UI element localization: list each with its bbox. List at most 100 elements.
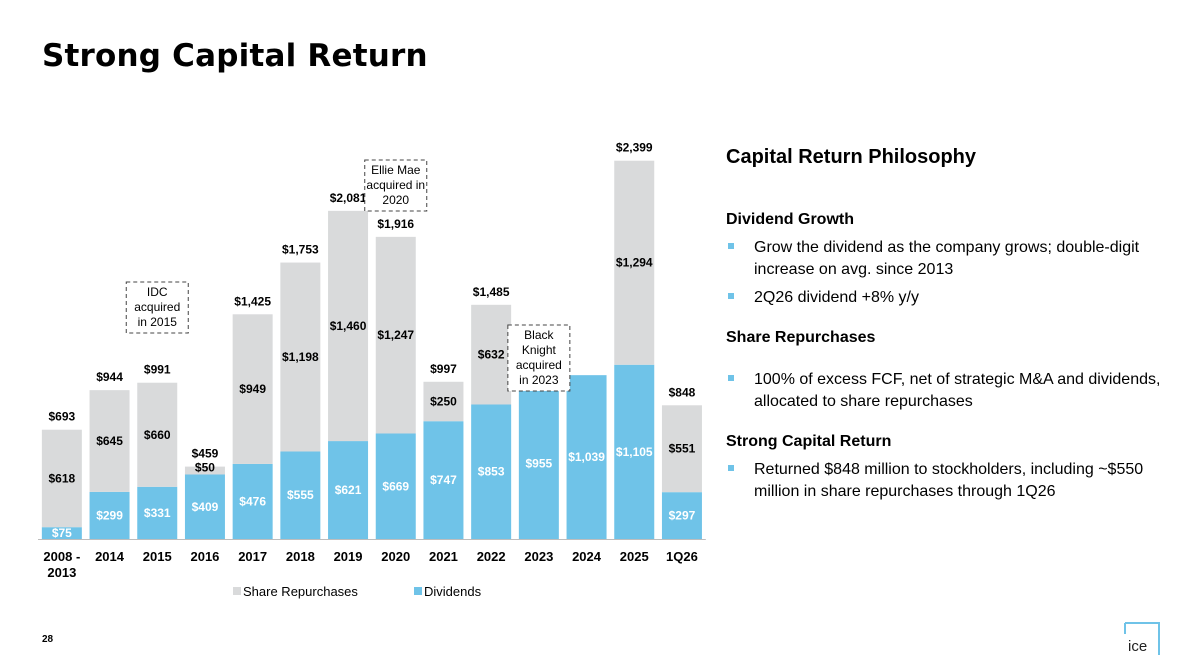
x-tick-label: 2015 (143, 549, 172, 564)
bar-repurchases (423, 381, 464, 422)
bar-repurchases (280, 262, 321, 452)
section-strong-capital-return: Strong Capital Return Returned $848 mill… (726, 433, 1166, 503)
bar-repurchases (471, 304, 512, 405)
section-title: Strong Capital Return (726, 433, 892, 450)
data-label-repurchases: $50 (195, 461, 215, 475)
capital-return-chart: $75 $618 $693 2008 -2013 $299 $645 $944 2014 $33… (38, 141, 706, 599)
bar-repurchases (137, 382, 178, 487)
data-label-dividends: $75 (52, 526, 72, 540)
data-label-dividends: $297 (669, 509, 696, 523)
data-label-repurchases: $250 (430, 394, 457, 408)
data-label-total: $693 (48, 410, 75, 424)
data-label-total: $2,081 (330, 191, 367, 205)
annotation-text: acquired (516, 358, 562, 372)
data-label-repurchases: $1,460 (330, 319, 367, 333)
data-label-total: $848 (669, 385, 696, 399)
data-label-dividends: $331 (144, 506, 171, 520)
section-title: Dividend Growth (726, 211, 854, 228)
bar-repurchases (328, 210, 369, 442)
bar-dividends (184, 474, 225, 539)
x-tick-label: 2013 (47, 565, 76, 580)
data-label-repurchases: $618 (48, 471, 75, 485)
data-label-repurchases: $1,247 (377, 328, 414, 342)
x-tick-label: 2019 (334, 549, 363, 564)
ice-logo-icon: ice (1124, 622, 1160, 655)
bullet-item: Returned $848 million to stockholders, i… (726, 459, 1166, 503)
square-bullet-icon (728, 375, 734, 381)
data-label-total: $2,399 (616, 141, 653, 155)
data-label-total: $1,425 (234, 294, 271, 308)
data-label-dividends: $299 (96, 508, 123, 522)
data-label-dividends: $747 (430, 473, 457, 487)
x-tick-label: 2008 - (43, 549, 80, 564)
x-tick-label: 2017 (238, 549, 267, 564)
page-title: Strong Capital Return (42, 38, 428, 74)
data-label-repurchases: $645 (96, 434, 123, 448)
annotation-text: in 2023 (519, 373, 559, 387)
x-tick-label: 1Q26 (666, 549, 698, 564)
bar-repurchases (232, 314, 273, 464)
section-title: Share Repurchases (726, 329, 876, 346)
annotation-text: acquired in (366, 178, 425, 192)
section-dividend-growth: Dividend Growth Grow the dividend as the… (726, 211, 1166, 309)
data-label-dividends: $669 (382, 479, 409, 493)
data-label-total: $1,485 (473, 285, 510, 299)
legend-label: Dividends (424, 584, 482, 599)
bar-dividends (89, 491, 130, 539)
bar-dividends (280, 451, 321, 539)
bar-repurchases (614, 160, 655, 365)
bar-dividends (471, 404, 512, 539)
bar-dividends (41, 527, 82, 539)
bar-dividends (566, 375, 607, 539)
bar-dividends (328, 441, 369, 539)
data-label-repurchases: $632 (478, 348, 505, 362)
data-label-total: $1,753 (282, 243, 319, 257)
bar-repurchases (89, 390, 130, 492)
annotation-box (507, 324, 571, 392)
bar-repurchases (41, 429, 82, 528)
data-label-dividends: $476 (239, 494, 266, 508)
bar-dividends (518, 388, 559, 539)
data-label-repurchases: $949 (239, 382, 266, 396)
data-label-total: $1,916 (377, 217, 414, 231)
annotation-box (364, 159, 428, 212)
square-bullet-icon (728, 243, 734, 249)
data-label-total: $944 (96, 370, 123, 384)
section-share-repurchases: Share Repurchases 100% of excess FCF, ne… (726, 329, 1166, 413)
square-bullet-icon (728, 293, 734, 299)
data-label-dividends: $409 (192, 500, 219, 514)
x-tick-label: 2014 (95, 549, 125, 564)
data-label-repurchases: $551 (669, 442, 696, 456)
bar-dividends (137, 486, 178, 539)
annotation-text: Knight (522, 343, 557, 357)
bullet-item: 100% of excess FCF, net of strategic M&A… (726, 369, 1166, 413)
bar-dividends (423, 421, 464, 539)
x-tick-label: 2016 (190, 549, 219, 564)
x-tick-label: 2025 (620, 549, 649, 564)
x-tick-label: 2024 (572, 549, 602, 564)
data-label-repurchases: $660 (144, 428, 171, 442)
annotation-text: in 2015 (138, 315, 178, 329)
bar-dividends (661, 492, 702, 539)
annotation-box (125, 281, 189, 334)
bullet-item: Grow the dividend as the company grows; … (726, 237, 1166, 281)
x-tick-label: 2023 (524, 549, 553, 564)
data-label-repurchases: $1,198 (282, 350, 319, 364)
data-label-repurchases: $1,294 (616, 256, 653, 270)
data-label-dividends: $955 (525, 457, 552, 471)
logo-text: ice (1128, 638, 1147, 655)
bar-repurchases (375, 236, 416, 434)
philosophy-panel: Capital Return Philosophy Dividend Growt… (726, 146, 1166, 523)
x-tick-label: 2021 (429, 549, 458, 564)
data-label-dividends: $1,105 (616, 445, 653, 459)
data-label-dividends: $621 (335, 483, 362, 497)
bar-dividends (614, 364, 655, 539)
data-label-total: $991 (144, 363, 171, 377)
bar-dividends (232, 463, 273, 539)
annotation-text: Black (524, 328, 554, 342)
legend-label: Share Repurchases (243, 584, 358, 599)
legend-swatch (233, 587, 241, 595)
philosophy-heading: Capital Return Philosophy (726, 146, 977, 168)
data-label-dividends: $853 (478, 465, 505, 479)
data-label-dividends: $1,039 (568, 450, 605, 464)
